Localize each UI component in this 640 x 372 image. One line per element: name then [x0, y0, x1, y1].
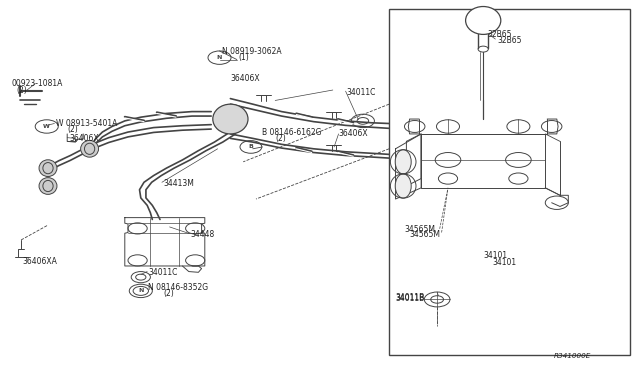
Text: N 08919-3062A: N 08919-3062A	[222, 47, 282, 56]
Bar	[389, 9, 630, 355]
Text: 36406X: 36406X	[69, 134, 99, 143]
Text: (2): (2)	[17, 86, 28, 94]
Text: 34565M: 34565M	[404, 225, 435, 234]
Text: 34448: 34448	[191, 230, 215, 239]
Text: (2): (2)	[275, 134, 286, 143]
Text: (2): (2)	[163, 289, 174, 298]
Text: 34011C: 34011C	[347, 88, 376, 97]
Ellipse shape	[81, 141, 99, 157]
Text: N 08146-8352G: N 08146-8352G	[148, 283, 209, 292]
Text: 34101: 34101	[493, 258, 517, 267]
Text: B: B	[248, 144, 253, 150]
Ellipse shape	[466, 7, 501, 35]
Text: 32B65: 32B65	[497, 36, 522, 45]
Text: 36406XA: 36406XA	[22, 257, 57, 266]
Text: W 08913-5401A: W 08913-5401A	[56, 119, 118, 128]
Text: 34011B: 34011B	[396, 293, 425, 302]
Text: N: N	[138, 288, 143, 294]
Text: 36406X: 36406X	[338, 129, 367, 138]
Ellipse shape	[39, 177, 57, 195]
Text: B 08146-6162G: B 08146-6162G	[262, 128, 322, 137]
Text: (2): (2)	[67, 125, 78, 134]
Text: 34565M: 34565M	[410, 230, 440, 239]
Text: 00923-1081A: 00923-1081A	[12, 79, 63, 88]
Text: R341000E: R341000E	[554, 353, 591, 359]
Text: 36406X: 36406X	[230, 74, 260, 83]
Text: N: N	[217, 55, 222, 60]
Text: 34011C: 34011C	[148, 268, 178, 277]
Text: 34413M: 34413M	[163, 179, 194, 187]
Text: W: W	[44, 124, 50, 129]
Ellipse shape	[396, 174, 412, 198]
Ellipse shape	[396, 150, 412, 174]
Text: 34101: 34101	[483, 251, 508, 260]
Text: 32B65: 32B65	[488, 31, 512, 39]
Ellipse shape	[212, 104, 248, 134]
Text: (1): (1)	[239, 53, 250, 62]
Ellipse shape	[39, 160, 57, 177]
Text: 34011B: 34011B	[396, 294, 425, 303]
